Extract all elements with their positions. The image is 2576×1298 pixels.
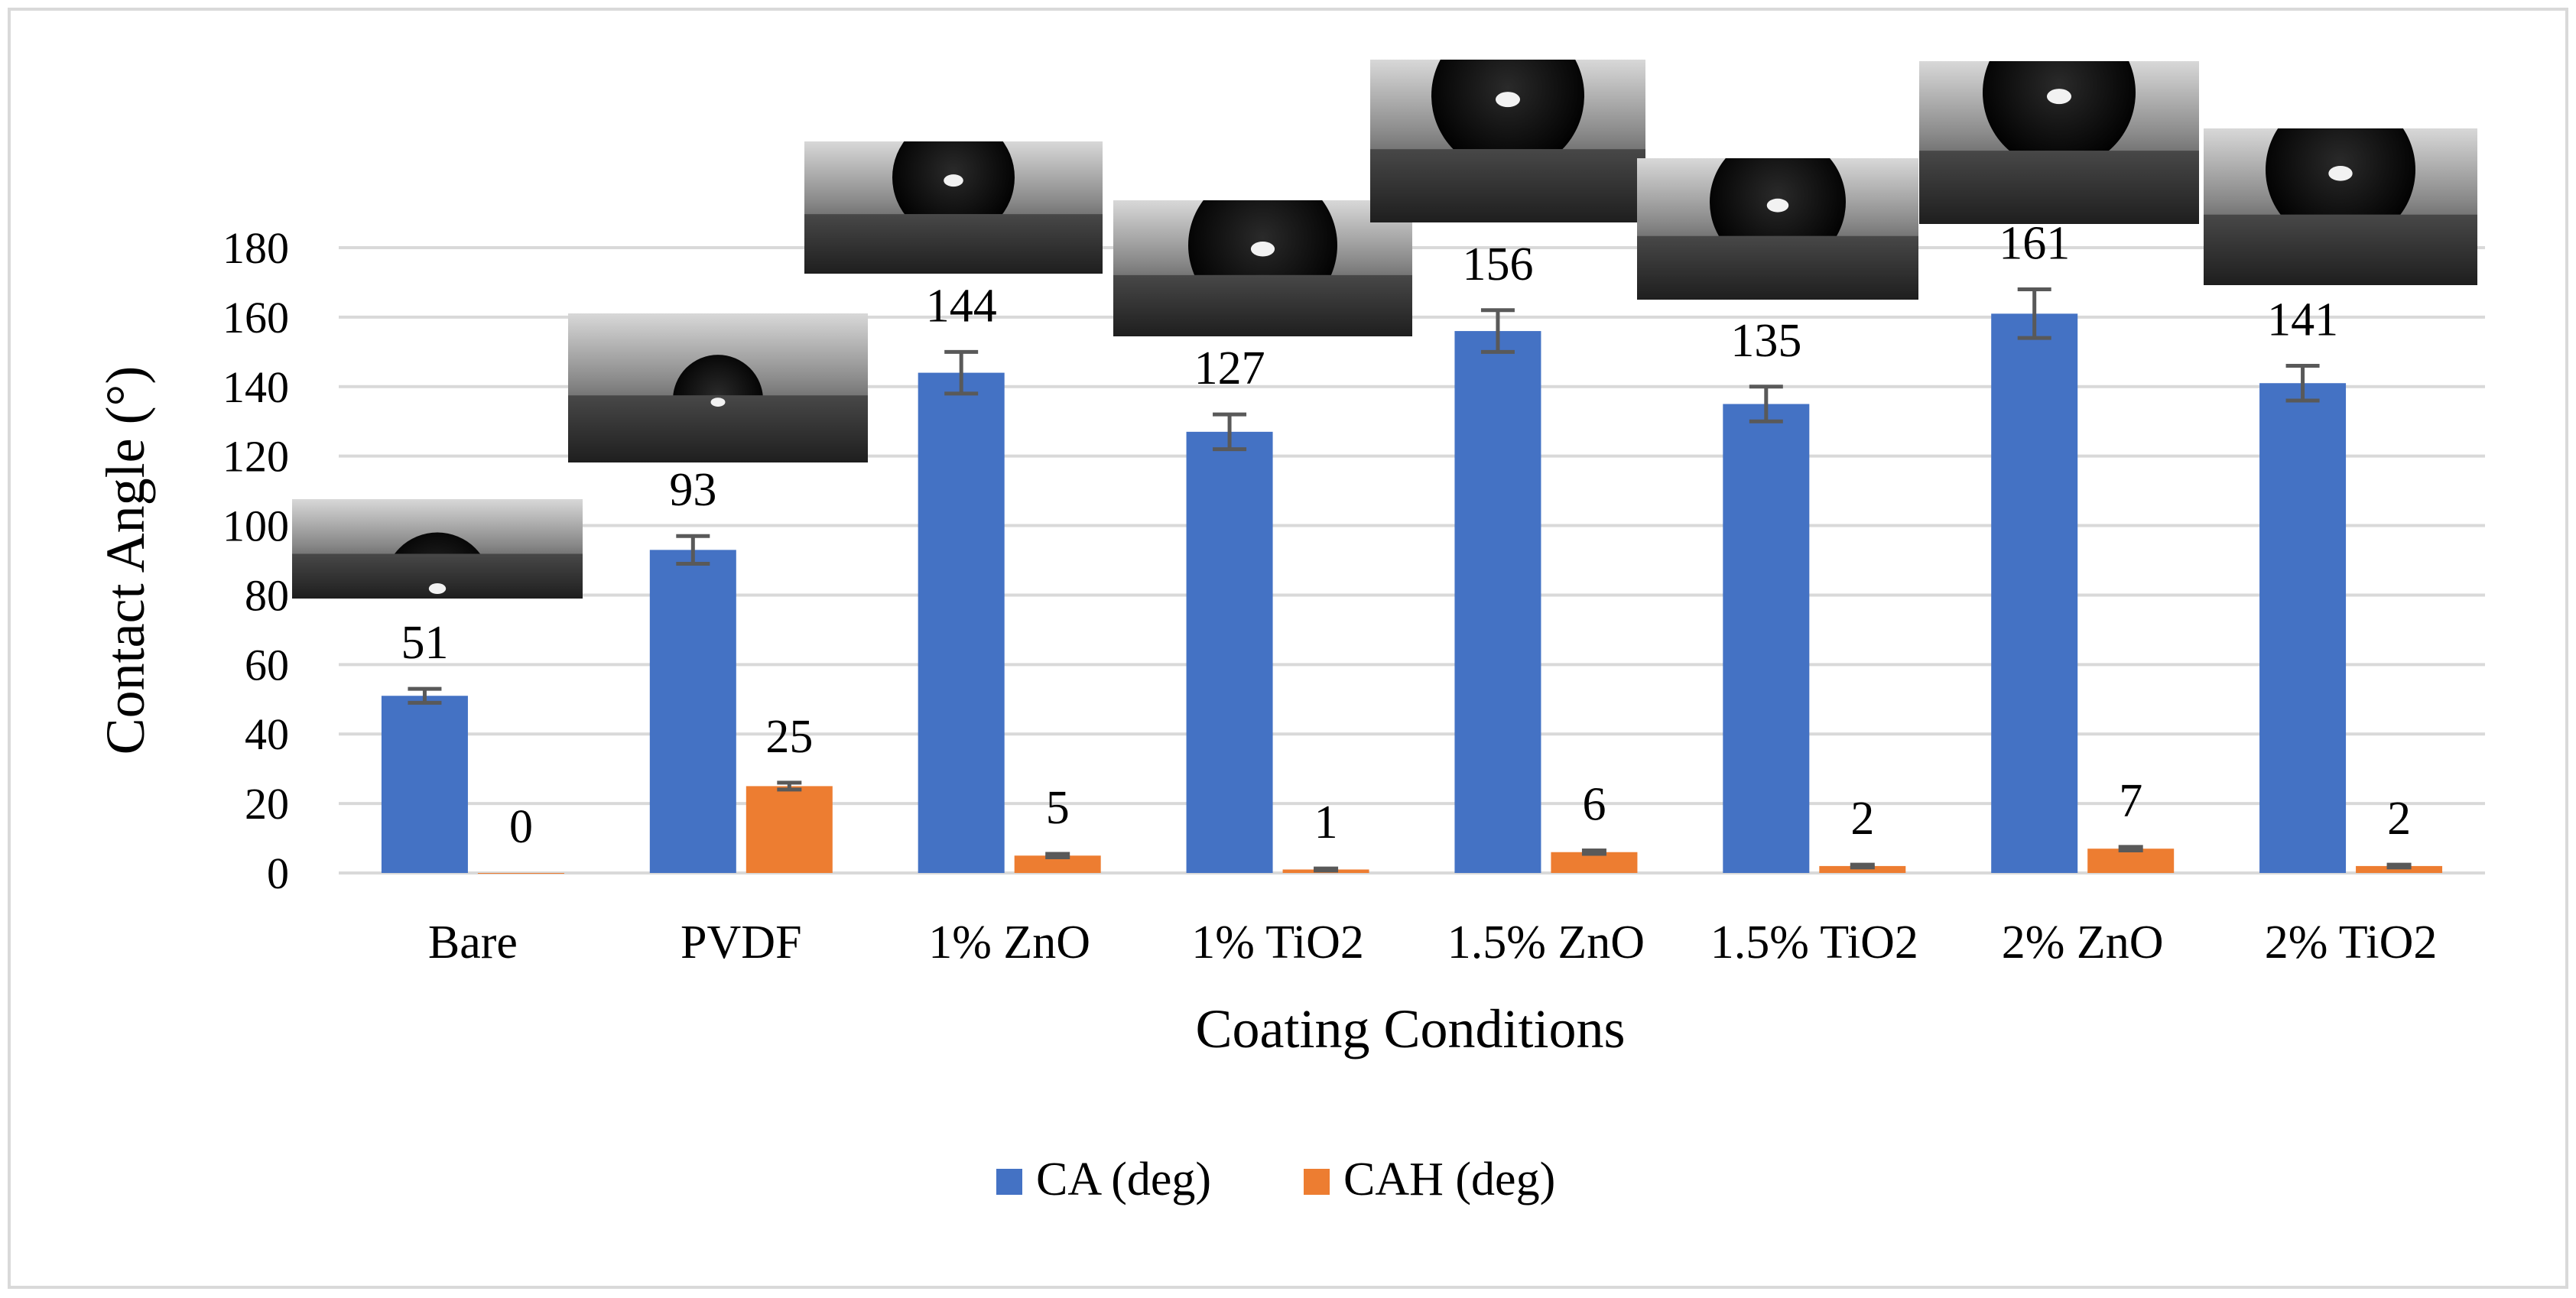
x-axis-title: Coating Conditions — [1195, 998, 1625, 1059]
droplet — [673, 355, 763, 396]
cah-bar-pvdf — [746, 786, 833, 873]
cah-data-label-1-tio2: 1 — [1314, 797, 1338, 849]
droplet-highlight — [1250, 242, 1275, 257]
ca-data-label-1-zno: 144 — [926, 280, 997, 332]
y-tick-label: 160 — [223, 293, 289, 342]
cah-data-label-1-zno: 5 — [1046, 782, 1070, 834]
droplet-highlight — [710, 398, 726, 407]
ca-data-label-1-5-tio2: 135 — [1730, 315, 1801, 367]
x-tick-label-1-5-tio2: 1.5% TiO2 — [1710, 917, 1918, 969]
ca-bar-2-tio2 — [2259, 383, 2347, 873]
legend-swatch-ca — [996, 1169, 1022, 1195]
y-tick-label: 180 — [223, 223, 289, 273]
droplet — [1188, 200, 1337, 275]
droplet-image-1-5-zno — [1370, 60, 1645, 222]
droplet-image-1-zno — [804, 141, 1103, 274]
droplet-substrate — [1637, 235, 1918, 300]
cah-data-label-pvdf: 25 — [765, 711, 813, 763]
legend-label-cah: CAH (deg) — [1343, 1154, 1555, 1206]
cah-data-label-1-5-zno: 6 — [1582, 778, 1606, 830]
cah-bar-1-5-tio2 — [1819, 865, 1906, 873]
cah-bar-1-zno — [1014, 855, 1101, 873]
legend-swatch-cah — [1304, 1169, 1330, 1195]
y-tick-label: 140 — [223, 362, 289, 412]
droplet — [1710, 158, 1846, 236]
cah-data-label-2-zno: 7 — [2119, 775, 2142, 827]
ca-bar-1-5-zno — [1454, 331, 1541, 874]
droplet-substrate — [2204, 214, 2477, 285]
x-tick-label-1-zno: 1% ZnO — [928, 917, 1090, 969]
droplet-image-bare — [292, 499, 583, 599]
droplet-highlight — [944, 174, 963, 187]
cah-data-label-2-tio2: 2 — [2387, 793, 2411, 845]
ca-bar-1-5-tio2 — [1723, 404, 1810, 873]
droplet-image-1-5-tio2 — [1637, 158, 1918, 300]
droplet — [395, 532, 480, 554]
ca-bar-bare — [381, 696, 468, 873]
x-tick-label-1-tio2: 1% TiO2 — [1191, 917, 1364, 969]
ca-data-label-pvdf: 93 — [669, 464, 716, 516]
droplet-substrate — [1370, 149, 1645, 222]
ca-data-label-2-tio2: 141 — [2267, 294, 2338, 346]
x-tick-label-1-5-zno: 1.5% ZnO — [1447, 917, 1645, 969]
y-tick-label: 20 — [245, 779, 289, 829]
ca-bar-2-zno — [1991, 313, 2078, 873]
y-tick-label: 60 — [245, 640, 289, 690]
ca-data-label-1-tio2: 127 — [1194, 342, 1265, 394]
droplet-substrate — [1113, 274, 1412, 336]
y-axis-title: Contact Angle (°) — [95, 366, 156, 755]
bars — [381, 287, 2443, 874]
ca-bar-1-zno — [918, 372, 1005, 874]
x-tick-label-2-tio2: 2% TiO2 — [2265, 917, 2438, 969]
droplet-highlight — [428, 583, 447, 594]
ca-bar-pvdf — [649, 550, 736, 873]
cah-bar-2-tio2 — [2356, 865, 2443, 873]
x-tick-label-2-zno: 2% ZnO — [2002, 917, 2164, 969]
droplet-highlight — [2047, 89, 2071, 105]
ca-data-label-1-5-zno: 156 — [1462, 239, 1533, 290]
ca-bar-1-tio2 — [1186, 431, 1273, 873]
y-tick-label: 0 — [267, 849, 289, 898]
y-tick-label: 120 — [223, 432, 289, 482]
y-tick-label: 100 — [223, 501, 289, 551]
cah-data-label-1-5-tio2: 2 — [1850, 793, 1874, 845]
droplet-images — [292, 60, 2477, 599]
cah-bar-2-zno — [2087, 849, 2175, 873]
x-tick-label-pvdf: PVDF — [681, 917, 802, 969]
ca-data-label-2-zno: 161 — [1999, 218, 2070, 270]
droplet-image-1-tio2 — [1113, 200, 1412, 336]
droplet — [1983, 61, 2136, 151]
droplet-image-pvdf — [568, 313, 868, 462]
droplet-highlight — [1496, 92, 1520, 108]
droplet-image-2-tio2 — [2204, 128, 2477, 285]
droplet-substrate — [804, 214, 1103, 274]
droplet-image-2-zno — [1919, 61, 2199, 224]
y-tick-label: 40 — [245, 709, 289, 759]
legend-label-ca: CA (deg) — [1036, 1154, 1211, 1206]
droplet-highlight — [1766, 198, 1789, 213]
droplet-substrate — [1919, 151, 2199, 224]
x-tick-label-bare: Bare — [428, 917, 518, 969]
droplet-highlight — [2328, 166, 2353, 181]
y-tick-label: 80 — [245, 570, 289, 620]
ca-data-label-bare: 51 — [401, 617, 448, 669]
cah-data-label-bare: 0 — [509, 801, 533, 853]
legend: CA (deg) CAH (deg) — [996, 1154, 1555, 1206]
cah-bar-bare — [477, 873, 564, 874]
